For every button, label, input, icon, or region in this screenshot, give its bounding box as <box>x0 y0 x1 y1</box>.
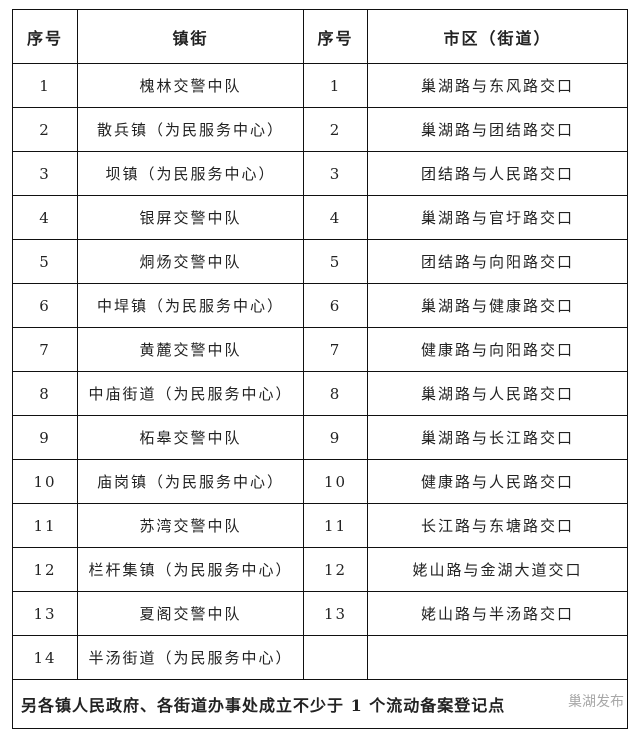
city-cell: 姥山路与半汤路交口 <box>367 591 628 636</box>
city-cell: 健康路与向阳路交口 <box>367 327 628 372</box>
city-cell: 姥山路与金湖大道交口 <box>367 547 628 592</box>
index-cell: 3 <box>12 151 78 196</box>
index-cell: 9 <box>303 415 368 460</box>
city-cell: 巢湖路与官圩路交口 <box>367 195 628 240</box>
town-cell: 苏湾交警中队 <box>77 503 304 548</box>
city-cell <box>367 635 628 680</box>
town-cell: 中庙街道（为民服务中心） <box>77 371 304 416</box>
table-row: 12 栏杆集镇（为民服务中心） 12 姥山路与金湖大道交口 <box>12 547 628 592</box>
index-cell: 12 <box>303 547 368 592</box>
index-cell: 10 <box>12 459 78 504</box>
location-table: 序号 镇街 序号 市区（街道） 1 槐林交警中队 1 巢湖路与东风路交口 2 散兵镇（为民… <box>12 9 628 729</box>
table-row: 8 中庙街道（为民服务中心） 8 巢湖路与人民路交口 <box>12 371 628 416</box>
town-cell: 庙岗镇（为民服务中心） <box>77 459 304 504</box>
city-cell: 巢湖路与长江路交口 <box>367 415 628 460</box>
index-cell: 7 <box>12 327 78 372</box>
city-cell: 巢湖路与人民路交口 <box>367 371 628 416</box>
table-row: 7 黄麓交警中队 7 健康路与向阳路交口 <box>12 327 628 372</box>
index-cell: 5 <box>12 239 78 284</box>
city-cell: 巢湖路与健康路交口 <box>367 283 628 328</box>
header-row: 序号 镇街 序号 市区（街道） <box>12 9 628 64</box>
index-cell: 7 <box>303 327 368 372</box>
table-row: 5 烔炀交警中队 5 团结路与向阳路交口 <box>12 239 628 284</box>
town-cell: 栏杆集镇（为民服务中心） <box>77 547 304 592</box>
index-cell: 4 <box>303 195 368 240</box>
index-cell: 13 <box>303 591 368 636</box>
index-cell: 11 <box>12 503 78 548</box>
town-cell: 银屏交警中队 <box>77 195 304 240</box>
table-row: 6 中垾镇（为民服务中心） 6 巢湖路与健康路交口 <box>12 283 628 328</box>
city-cell: 团结路与向阳路交口 <box>367 239 628 284</box>
index-cell: 4 <box>12 195 78 240</box>
table-row: 13 夏阁交警中队 13 姥山路与半汤路交口 <box>12 591 628 636</box>
town-cell: 槐林交警中队 <box>77 63 304 108</box>
town-cell: 夏阁交警中队 <box>77 591 304 636</box>
index-cell: 6 <box>12 283 78 328</box>
city-cell: 健康路与人民路交口 <box>367 459 628 504</box>
index-cell: 2 <box>12 107 78 152</box>
index-cell: 8 <box>303 371 368 416</box>
index-cell: 8 <box>12 371 78 416</box>
city-cell: 长江路与东塘路交口 <box>367 503 628 548</box>
index-cell: 2 <box>303 107 368 152</box>
index-cell: 1 <box>303 63 368 108</box>
table-row: 4 银屏交警中队 4 巢湖路与官圩路交口 <box>12 195 628 240</box>
footer-note: 另各镇人民政府、各街道办事处成立不少于 1 个流动备案登记点 <box>12 679 628 729</box>
index-cell: 1 <box>12 63 78 108</box>
watermark: 巢湖发布 <box>568 691 624 711</box>
table-row: 3 坝镇（为民服务中心） 3 团结路与人民路交口 <box>12 151 628 196</box>
index-cell: 9 <box>12 415 78 460</box>
town-cell: 半汤街道（为民服务中心） <box>77 635 304 680</box>
table-row: 11 苏湾交警中队 11 长江路与东塘路交口 <box>12 503 628 548</box>
town-cell: 散兵镇（为民服务中心） <box>77 107 304 152</box>
table-row: 10 庙岗镇（为民服务中心） 10 健康路与人民路交口 <box>12 459 628 504</box>
city-cell: 团结路与人民路交口 <box>367 151 628 196</box>
header-index: 序号 <box>12 9 78 64</box>
header-town: 镇街 <box>77 9 304 64</box>
city-cell: 巢湖路与东风路交口 <box>367 63 628 108</box>
index-cell: 5 <box>303 239 368 284</box>
city-cell: 巢湖路与团结路交口 <box>367 107 628 152</box>
header-index: 序号 <box>303 9 368 64</box>
index-cell: 12 <box>12 547 78 592</box>
header-city: 市区（街道） <box>367 9 628 64</box>
index-cell: 13 <box>12 591 78 636</box>
index-cell: 6 <box>303 283 368 328</box>
index-cell: 14 <box>12 635 78 680</box>
table-row: 14 半汤街道（为民服务中心） <box>12 635 628 680</box>
town-cell: 黄麓交警中队 <box>77 327 304 372</box>
index-cell <box>303 635 368 680</box>
index-cell: 10 <box>303 459 368 504</box>
town-cell: 烔炀交警中队 <box>77 239 304 284</box>
table-row: 9 柘皋交警中队 9 巢湖路与长江路交口 <box>12 415 628 460</box>
town-cell: 坝镇（为民服务中心） <box>77 151 304 196</box>
index-cell: 11 <box>303 503 368 548</box>
table-row: 1 槐林交警中队 1 巢湖路与东风路交口 <box>12 63 628 108</box>
town-cell: 柘皋交警中队 <box>77 415 304 460</box>
town-cell: 中垾镇（为民服务中心） <box>77 283 304 328</box>
table-row: 2 散兵镇（为民服务中心） 2 巢湖路与团结路交口 <box>12 107 628 152</box>
index-cell: 3 <box>303 151 368 196</box>
